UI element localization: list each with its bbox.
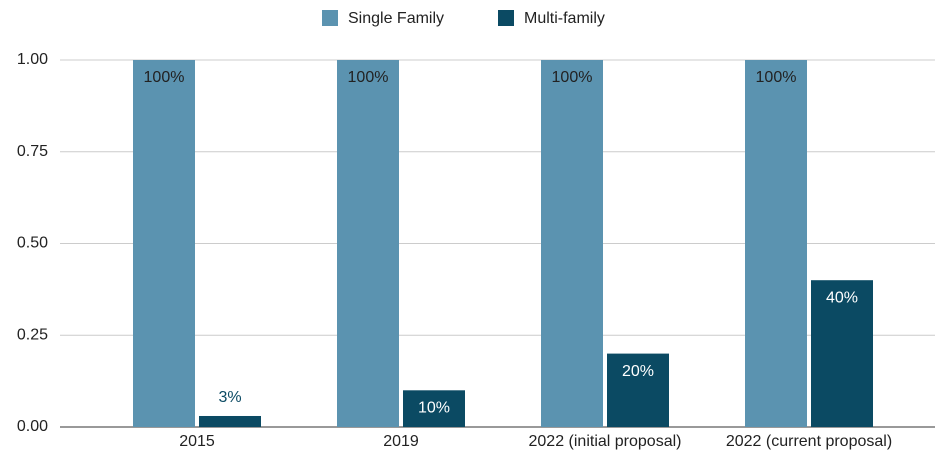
bar	[337, 60, 399, 427]
x-tick-label: 2022 (current proposal)	[725, 433, 893, 450]
data-label: 100%	[144, 69, 185, 86]
y-tick-label: 0.50	[17, 235, 48, 252]
data-label: 100%	[552, 69, 593, 86]
y-tick-label: 0.25	[17, 326, 48, 343]
bar	[541, 60, 603, 427]
y-tick-label: 0.75	[17, 143, 48, 160]
legend-label: Single Family	[348, 10, 444, 27]
bar	[199, 415, 261, 427]
legend-swatch	[322, 10, 338, 26]
data-label: 100%	[348, 69, 389, 86]
bar	[607, 353, 669, 427]
x-tick-label: 2019	[383, 433, 419, 450]
bar	[811, 280, 873, 427]
bar	[745, 60, 807, 427]
data-label: 100%	[756, 69, 797, 86]
bar	[403, 390, 465, 427]
legend-swatch	[498, 10, 514, 26]
legend-label: Multi-family	[524, 10, 605, 27]
x-tick-label: 2015	[179, 433, 215, 450]
y-tick-label: 0.00	[17, 418, 48, 435]
bar	[133, 60, 195, 427]
data-label: 10%	[418, 400, 450, 417]
y-tick-label: 1.00	[17, 51, 48, 68]
x-tick-label: 2022 (initial proposal)	[528, 433, 682, 450]
data-label: 20%	[622, 363, 654, 380]
data-label: 40%	[826, 289, 858, 306]
data-label: 3%	[218, 389, 241, 406]
